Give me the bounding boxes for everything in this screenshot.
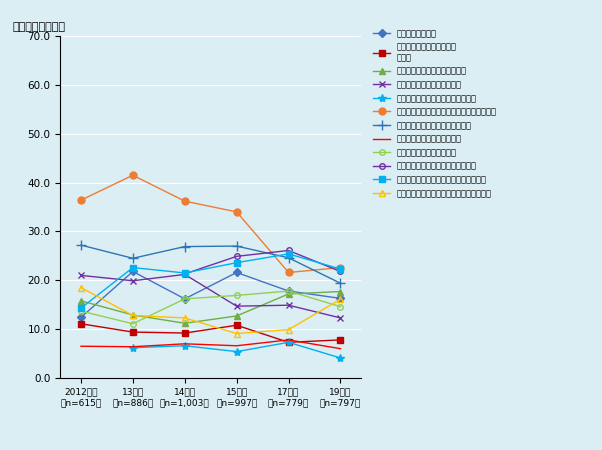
インフラ（電力、運輸、通信など）が未整備 <box>337 265 344 270</box>
知的財産権の保護に問題あり <box>233 343 240 348</box>
法制度が未整備、運用に問題あり <box>181 244 188 249</box>
税制・税務手続きの煩雑さ <box>181 296 188 302</box>
インフラ（電力、運輸、通信など）が未整備 <box>285 270 292 275</box>
関連産業が集積・発展して
いない <box>181 330 188 336</box>
代金回収上のリスク・問題あり <box>129 312 137 318</box>
関連産業が集積・発展して
いない <box>285 340 292 345</box>
自然災害リスクまたは環境汚染に問題あり <box>129 313 137 318</box>
税制・税務手続きの煩雑さ <box>77 308 84 314</box>
知的財産権の保護に問題あり <box>337 346 344 351</box>
税制・税務手続きの煩雑さ <box>233 293 240 298</box>
Text: （複数回答、％）: （複数回答、％） <box>12 22 65 32</box>
為替リスクが高い <box>77 315 84 320</box>
インフラ（電力、運輸、通信など）が未整備 <box>77 198 84 203</box>
法制度が未整備、運用に問題あり <box>77 243 84 248</box>
自然災害リスクまたは環境汚染に問題あり <box>285 327 292 333</box>
Legend: 為替リスクが高い, 関連産業が集積・発展して
いない, 代金回収上のリスク・問題あり, 人件費が高い、上昇している, 労働力の不足・適切な人材の採用難, インフ: 為替リスクが高い, 関連産業が集積・発展して いない, 代金回収上のリスク・問題… <box>373 29 497 198</box>
労働力の不足・適切な人材の採用難 <box>181 343 188 348</box>
為替リスクが高い <box>129 269 137 274</box>
行政手続きの煩雑さ（許認可など） <box>337 269 344 274</box>
代金回収上のリスク・問題あり <box>233 313 240 319</box>
人件費が高い、上昇している <box>77 273 84 278</box>
Line: 関連産業が集積・発展して
いない: 関連産業が集積・発展して いない <box>78 321 343 345</box>
政情リスクや社会情勢・治安に問題あり <box>337 266 344 272</box>
インフラ（電力、運輸、通信など）が未整備 <box>181 198 188 204</box>
人件費が高い、上昇している <box>233 303 240 309</box>
Line: 代金回収上のリスク・問題あり: 代金回収上のリスク・問題あり <box>78 289 343 326</box>
代金回収上のリスク・問題あり <box>181 320 188 326</box>
人件費が高い、上昇している <box>181 272 188 277</box>
Line: 行政手続きの煩雑さ（許認可など）: 行政手続きの煩雑さ（許認可など） <box>182 248 343 277</box>
関連産業が集積・発展して
いない <box>77 321 84 326</box>
行政手続きの煩雑さ（許認可など） <box>181 271 188 277</box>
為替リスクが高い <box>285 288 292 294</box>
知的財産権の保護に問題あり <box>285 337 292 342</box>
法制度が未整備、運用に問題あり <box>233 243 240 249</box>
代金回収上のリスク・問題あり <box>77 298 84 303</box>
知的財産権の保護に問題あり <box>77 343 84 349</box>
知的財産権の保護に問題あり <box>181 341 188 346</box>
人件費が高い、上昇している <box>337 315 344 320</box>
法制度が未整備、運用に問題あり <box>285 255 292 261</box>
政情リスクや社会情勢・治安に問題あり <box>233 260 240 265</box>
人件費が高い、上昇している <box>129 278 137 284</box>
行政手続きの煩雑さ（許認可など） <box>233 254 240 259</box>
労働力の不足・適切な人材の採用難 <box>233 349 240 354</box>
税制・税務手続きの煩雑さ <box>337 304 344 309</box>
政情リスクや社会情勢・治安に問題あり <box>129 265 137 270</box>
Line: 為替リスクが高い: 為替リスクが高い <box>78 269 343 320</box>
自然災害リスクまたは環境汚染に問題あり <box>181 315 188 320</box>
Line: 知的財産権の保護に問題あり: 知的財産権の保護に問題あり <box>81 340 341 349</box>
Line: 法制度が未整備、運用に問題あり: 法制度が未整備、運用に問題あり <box>76 240 346 288</box>
代金回収上のリスク・問題あり <box>285 291 292 297</box>
政情リスクや社会情勢・治安に問題あり <box>181 270 188 276</box>
Line: 労働力の不足・適切な人材の採用難: 労働力の不足・適切な人材の採用難 <box>129 338 344 362</box>
為替リスクが高い <box>233 270 240 275</box>
行政手続きの煩雑さ（許認可など） <box>285 248 292 253</box>
為替リスクが高い <box>181 296 188 302</box>
自然災害リスクまたは環境汚染に問題あり <box>233 331 240 336</box>
人件費が高い、上昇している <box>285 302 292 308</box>
関連産業が集積・発展して
いない <box>233 323 240 328</box>
Line: 税制・税務手続きの煩雑さ: 税制・税務手続きの煩雑さ <box>78 288 343 327</box>
労働力の不足・適切な人材の採用難 <box>285 340 292 345</box>
税制・税務手続きの煩雑さ <box>285 288 292 294</box>
自然災害リスクまたは環境汚染に問題あり <box>77 285 84 290</box>
知的財産権の保護に問題あり <box>129 344 137 350</box>
Line: 政情リスクや社会情勢・治安に問題あり: 政情リスクや社会情勢・治安に問題あり <box>78 251 343 311</box>
法制度が未整備、運用に問題あり <box>337 280 344 286</box>
インフラ（電力、運輸、通信など）が未整備 <box>129 172 137 178</box>
自然災害リスクまたは環境汚染に問題あり <box>337 297 344 302</box>
為替リスクが高い <box>337 296 344 301</box>
Line: 自然災害リスクまたは環境汚染に問題あり: 自然災害リスクまたは環境汚染に問題あり <box>78 285 343 336</box>
法制度が未整備、運用に問題あり <box>129 256 137 261</box>
政情リスクや社会情勢・治安に問題あり <box>285 251 292 256</box>
労働力の不足・適切な人材の採用難 <box>129 345 137 351</box>
税制・税務手続きの煩雑さ <box>129 321 137 326</box>
Line: インフラ（電力、運輸、通信など）が未整備: インフラ（電力、運輸、通信など）が未整備 <box>78 172 344 276</box>
関連産業が集積・発展して
いない <box>129 329 137 335</box>
Line: 人件費が高い、上昇している: 人件費が高い、上昇している <box>78 271 344 321</box>
労働力の不足・適切な人材の採用難 <box>337 355 344 360</box>
代金回収上のリスク・問題あり <box>337 289 344 294</box>
関連産業が集積・発展して
いない <box>337 337 344 342</box>
政情リスクや社会情勢・治安に問題あり <box>77 306 84 311</box>
インフラ（電力、運輸、通信など）が未整備 <box>233 209 240 215</box>
